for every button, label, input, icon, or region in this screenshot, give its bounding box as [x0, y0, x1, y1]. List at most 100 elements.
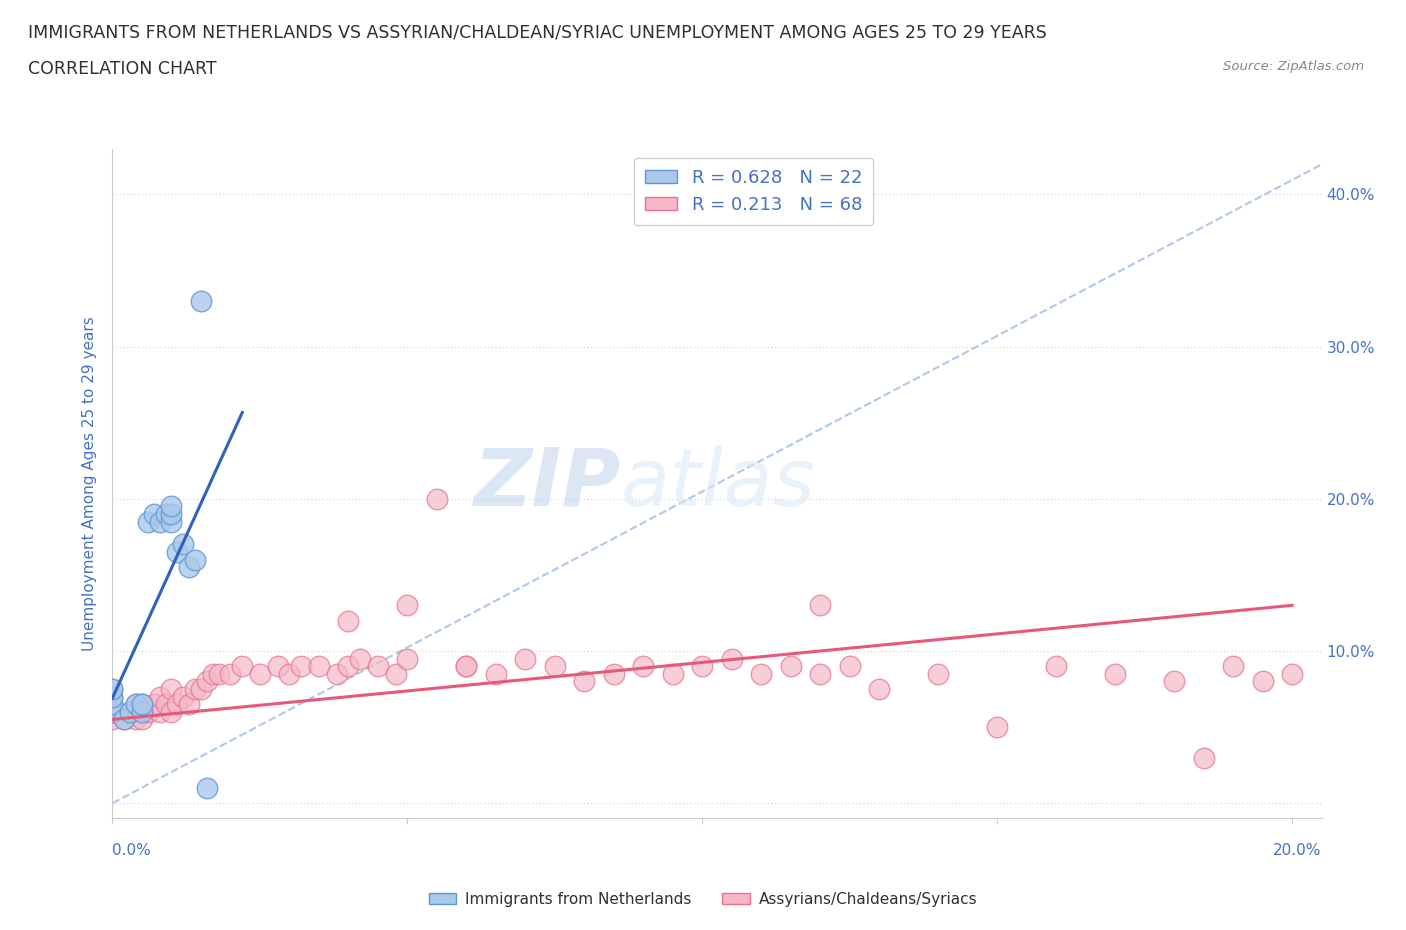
Point — [131, 697, 153, 711]
Point — [749, 667, 772, 682]
Legend: R = 0.628   N = 22, R = 0.213   N = 68: R = 0.628 N = 22, R = 0.213 N = 68 — [634, 158, 873, 224]
Point — [927, 667, 949, 682]
Point — [155, 507, 177, 522]
Legend: Immigrants from Netherlands, Assyrians/Chaldeans/Syriacs: Immigrants from Netherlands, Assyrians/C… — [422, 886, 984, 913]
Point — [101, 682, 124, 697]
Point — [426, 491, 449, 506]
Point — [266, 658, 288, 673]
Point — [208, 667, 231, 682]
Point — [166, 697, 188, 711]
Point — [101, 704, 124, 719]
Point — [1104, 667, 1126, 682]
Point — [1045, 658, 1067, 673]
Point — [231, 658, 253, 673]
Text: CORRELATION CHART: CORRELATION CHART — [28, 60, 217, 78]
Point — [166, 545, 188, 560]
Point — [125, 712, 148, 727]
Point — [1192, 751, 1215, 765]
Point — [290, 658, 312, 673]
Point — [337, 613, 360, 628]
Point — [808, 667, 831, 682]
Point — [720, 651, 742, 666]
Point — [160, 682, 183, 697]
Point — [384, 667, 406, 682]
Point — [662, 667, 685, 682]
Point — [179, 697, 201, 711]
Point — [136, 704, 159, 719]
Point — [1163, 674, 1185, 689]
Point — [101, 704, 124, 719]
Point — [456, 658, 478, 673]
Point — [337, 658, 360, 673]
Point — [325, 667, 347, 682]
Point — [485, 667, 508, 682]
Point — [544, 658, 567, 673]
Point — [112, 712, 135, 727]
Text: ZIP: ZIP — [472, 445, 620, 523]
Point — [349, 651, 371, 666]
Point — [101, 682, 124, 697]
Point — [838, 658, 860, 673]
Point — [172, 689, 194, 704]
Point — [603, 667, 626, 682]
Point — [131, 712, 153, 727]
Point — [195, 674, 218, 689]
Point — [574, 674, 596, 689]
Point — [308, 658, 330, 673]
Point — [779, 658, 801, 673]
Point — [155, 697, 177, 711]
Point — [149, 514, 172, 529]
Point — [986, 720, 1008, 735]
Point — [149, 704, 172, 719]
Point — [142, 697, 165, 711]
Text: 0.0%: 0.0% — [112, 844, 152, 858]
Point — [278, 667, 301, 682]
Text: IMMIGRANTS FROM NETHERLANDS VS ASSYRIAN/CHALDEAN/SYRIAC UNEMPLOYMENT AMONG AGES : IMMIGRANTS FROM NETHERLANDS VS ASSYRIAN/… — [28, 23, 1047, 41]
Point — [136, 514, 159, 529]
Point — [396, 651, 419, 666]
Point — [219, 667, 242, 682]
Point — [101, 697, 124, 711]
Point — [868, 682, 890, 697]
Point — [125, 697, 148, 711]
Point — [456, 658, 478, 673]
Point — [120, 704, 142, 719]
Point — [160, 507, 183, 522]
Point — [112, 712, 135, 727]
Text: atlas: atlas — [620, 445, 815, 523]
Point — [396, 598, 419, 613]
Point — [172, 537, 194, 551]
Point — [190, 294, 212, 309]
Point — [142, 507, 165, 522]
Point — [249, 667, 271, 682]
Point — [101, 689, 124, 704]
Point — [515, 651, 537, 666]
Point — [179, 560, 201, 575]
Point — [201, 667, 224, 682]
Point — [149, 689, 172, 704]
Text: 20.0%: 20.0% — [1274, 844, 1322, 858]
Point — [1251, 674, 1274, 689]
Point — [101, 697, 124, 711]
Point — [808, 598, 831, 613]
Point — [1222, 658, 1244, 673]
Point — [367, 658, 389, 673]
Y-axis label: Unemployment Among Ages 25 to 29 years: Unemployment Among Ages 25 to 29 years — [82, 316, 97, 651]
Point — [160, 514, 183, 529]
Point — [184, 682, 207, 697]
Point — [125, 697, 148, 711]
Point — [184, 552, 207, 567]
Point — [101, 712, 124, 727]
Point — [160, 704, 183, 719]
Text: Source: ZipAtlas.com: Source: ZipAtlas.com — [1223, 60, 1364, 73]
Point — [1281, 667, 1303, 682]
Point — [195, 780, 218, 795]
Point — [101, 689, 124, 704]
Point — [692, 658, 714, 673]
Point — [131, 704, 153, 719]
Point — [120, 704, 142, 719]
Point — [633, 658, 655, 673]
Point — [190, 682, 212, 697]
Point — [160, 499, 183, 514]
Point — [131, 697, 153, 711]
